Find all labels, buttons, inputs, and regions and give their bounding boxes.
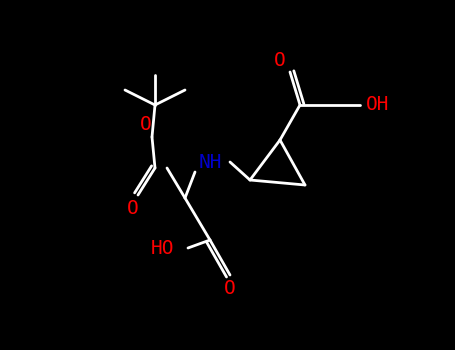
Text: O: O: [140, 116, 152, 134]
Text: O: O: [127, 199, 139, 218]
Text: HO: HO: [151, 238, 175, 258]
Text: NH: NH: [198, 153, 222, 172]
Text: O: O: [274, 50, 286, 70]
Text: O: O: [224, 280, 236, 299]
Text: OH: OH: [366, 96, 390, 114]
